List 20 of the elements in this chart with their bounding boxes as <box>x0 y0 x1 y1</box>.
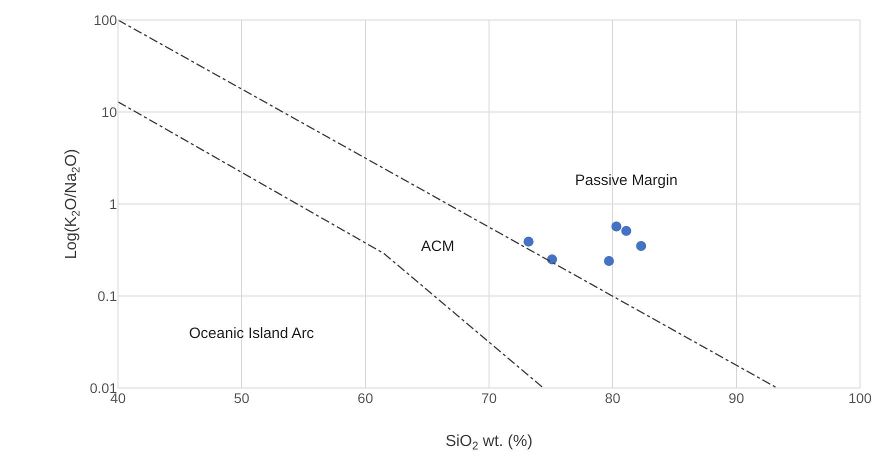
point <box>636 240 646 251</box>
point <box>611 221 622 232</box>
x-tick-label: 60 <box>358 390 374 406</box>
x-tick-label: 100 <box>848 390 872 406</box>
y-tick-label: 10 <box>101 104 118 120</box>
x-tick-label: 90 <box>728 390 744 406</box>
point <box>547 254 558 264</box>
annotation: Oceanic Island Arc <box>189 325 315 342</box>
x-tick-label: 50 <box>234 390 250 406</box>
y-tick-label: 100 <box>94 12 118 28</box>
x-tick-label: 80 <box>604 390 621 406</box>
annotation: ACM <box>421 238 454 255</box>
point <box>604 256 614 266</box>
annotation: Passive Margin <box>575 172 678 189</box>
y-tick-label: 1 <box>109 196 118 212</box>
point <box>621 226 632 236</box>
x-tick-label: 70 <box>481 390 497 406</box>
y-tick-label: 0.1 <box>98 288 118 304</box>
point <box>524 236 534 247</box>
x-axis-title: SiO$_{2}$ wt. (%) <box>445 433 533 452</box>
